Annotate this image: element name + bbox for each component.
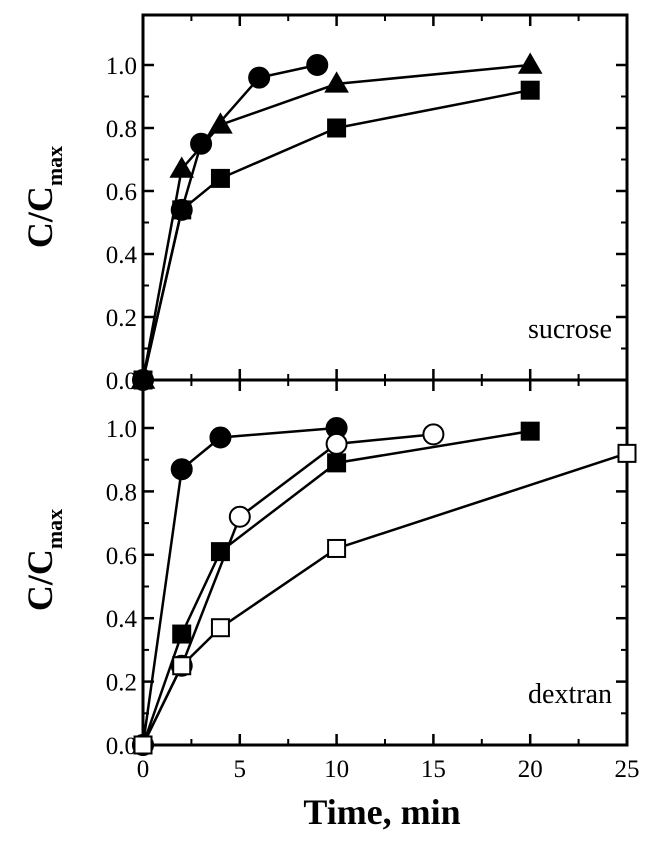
x-tick-label: 20 xyxy=(518,756,543,783)
data-point-filled-triangle xyxy=(517,52,543,74)
data-point-filled-circle xyxy=(209,426,232,449)
data-point-open-circle xyxy=(325,432,348,455)
x-tick-label: 15 xyxy=(421,756,446,783)
y-tick-label: 0.0 xyxy=(106,368,137,395)
y-tick-label: 0.8 xyxy=(106,116,137,143)
data-point-filled-circle xyxy=(190,132,213,155)
x-axis-title: Time, min xyxy=(303,792,460,832)
data-point-filled-triangle xyxy=(169,156,195,178)
y-tick-label: 1.0 xyxy=(106,53,137,80)
y-tick-label: 0.4 xyxy=(106,606,138,633)
data-point-open-circle xyxy=(422,423,445,446)
series-filled-circle xyxy=(132,417,348,756)
data-point-open-circle xyxy=(228,505,251,528)
data-point-filled-triangle xyxy=(324,71,349,93)
series-filled-triangle xyxy=(130,52,543,389)
x-tick-label: 0 xyxy=(137,756,150,783)
data-point-filled-square xyxy=(172,200,192,220)
y-axis-title: C/Cmax xyxy=(20,509,67,611)
series-line xyxy=(141,63,318,381)
series-filled-square xyxy=(133,80,540,390)
y-tick-label: 0.6 xyxy=(106,543,137,570)
data-point-open-square xyxy=(172,656,192,676)
series-filled-square xyxy=(133,421,540,755)
y-tick-label: 0.2 xyxy=(106,305,137,332)
x-tick-label: 10 xyxy=(324,756,349,783)
y-tick-label: 0.2 xyxy=(106,670,137,697)
data-point-filled-square xyxy=(210,168,230,188)
y-axis-title: C/Cmax xyxy=(20,146,67,248)
x-tick-label: 5 xyxy=(234,756,247,783)
series-line xyxy=(141,426,337,746)
top-panel-sucrose: 0.0 0.2 0.4 0.6 0.8 1.0 C/Cmax sucrose xyxy=(20,13,629,395)
data-point-filled-circle xyxy=(248,66,271,89)
bottom-panel-dextran: 0.0 0.2 0.4 0.6 0.8 1.0 0 5 10 15 20 25 C/Cmax Time, … xyxy=(20,378,640,832)
data-point-filled-square xyxy=(520,80,540,100)
panel-annotation: sucrose xyxy=(528,314,612,345)
series-open-square xyxy=(133,443,637,755)
data-point-open-square xyxy=(327,538,347,558)
data-point-filled-square xyxy=(327,453,347,473)
data-point-filled-square xyxy=(520,421,540,441)
series-filled-circle xyxy=(132,54,329,391)
x-tick-label: 25 xyxy=(615,756,640,783)
series-line xyxy=(141,433,434,746)
series-line xyxy=(141,63,531,381)
data-point-filled-triangle xyxy=(208,112,233,134)
data-point-open-square xyxy=(617,443,637,463)
y-tick-label: 0.0 xyxy=(106,733,137,760)
data-point-open-square xyxy=(133,735,153,755)
y-tick-label: 0.8 xyxy=(106,479,137,506)
panel-annotation: dextran xyxy=(528,679,612,710)
data-point-filled-square xyxy=(210,542,230,562)
data-point-filled-circle xyxy=(306,54,329,76)
data-point-filled-square xyxy=(327,118,347,138)
series-line xyxy=(141,429,531,746)
data-point-filled-circle xyxy=(170,458,193,481)
y-tick-label: 0.4 xyxy=(106,242,138,269)
data-point-filled-square xyxy=(172,624,192,644)
y-tick-label: 1.0 xyxy=(106,416,137,443)
data-point-open-square xyxy=(210,618,230,638)
y-tick-label: 0.6 xyxy=(106,179,137,206)
